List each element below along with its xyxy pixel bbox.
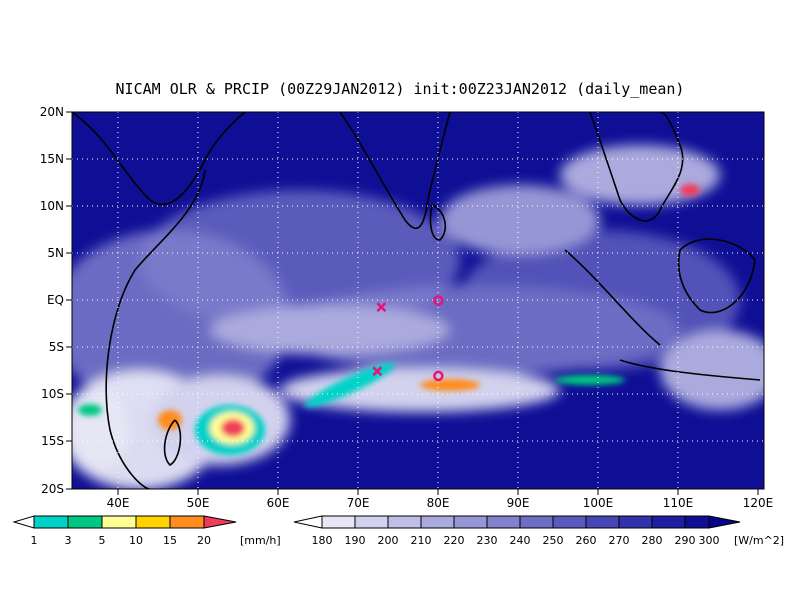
olr-tick-label: 290 bbox=[675, 534, 696, 547]
lon-label: 60E bbox=[267, 496, 290, 510]
olr-tick-label: 180 bbox=[312, 534, 333, 547]
olr-swatch bbox=[519, 515, 554, 529]
precip-swatch bbox=[67, 515, 103, 529]
olr-swatch bbox=[618, 515, 653, 529]
markers bbox=[372, 295, 444, 382]
olr-tick-label: 280 bbox=[642, 534, 663, 547]
coastlines bbox=[72, 112, 761, 489]
olr-swatch bbox=[321, 515, 356, 529]
olr-tick-label: 190 bbox=[345, 534, 366, 547]
precip-colorbar: 1 3 5 10 15 20 [mm/h] bbox=[12, 515, 281, 547]
lon-label: 90E bbox=[507, 496, 530, 510]
olr-colorbar-low-arrow bbox=[293, 515, 323, 529]
olr-swatch bbox=[453, 515, 488, 529]
map-title: NICAM OLR & PRCIP (00Z29JAN2012) init:00… bbox=[116, 80, 685, 98]
olr-swatch bbox=[651, 515, 686, 529]
olr-swatch bbox=[684, 515, 710, 529]
grid bbox=[72, 112, 764, 489]
cross-marker bbox=[376, 302, 387, 312]
olr-swatch bbox=[387, 515, 422, 529]
olr-swatch bbox=[420, 515, 455, 529]
lat-label: 15S bbox=[41, 434, 64, 448]
precip-tick-label: 10 bbox=[129, 534, 143, 547]
lon-label: 110E bbox=[663, 496, 694, 510]
olr-tick-label: 240 bbox=[510, 534, 531, 547]
lat-label: 20N bbox=[40, 105, 64, 119]
precip-swatch bbox=[33, 515, 69, 529]
lon-label: 50E bbox=[187, 496, 210, 510]
precip-swatch bbox=[135, 515, 171, 529]
lat-label: 20S bbox=[41, 482, 64, 496]
olr-swatch bbox=[585, 515, 620, 529]
map-area bbox=[72, 112, 764, 489]
precip-unit: [mm/h] bbox=[240, 534, 281, 547]
precip-colorbar-high-arrow bbox=[203, 515, 237, 529]
precip-tick-label: 3 bbox=[65, 534, 72, 547]
lon-label: 70E bbox=[347, 496, 370, 510]
olr-tick-label: 300 bbox=[699, 534, 720, 547]
lat-ticks bbox=[66, 111, 72, 490]
lon-label: 80E bbox=[427, 496, 450, 510]
cross-marker bbox=[372, 366, 383, 377]
lat-axis: 20N 15N 10N 5N EQ 5S 10S 15S 20S bbox=[40, 105, 72, 496]
precip-tick-label: 15 bbox=[163, 534, 177, 547]
lat-label: 10S bbox=[41, 387, 64, 401]
olr-colorbar-high-arrow bbox=[708, 515, 741, 529]
olr-unit: [W/m^2] bbox=[734, 534, 784, 547]
lon-ticks bbox=[117, 489, 759, 495]
olr-tick-label: 270 bbox=[609, 534, 630, 547]
olr-colorbar: 180 190 200 210 220 230 240 250 260 270 … bbox=[293, 515, 784, 547]
olr-tick-label: 200 bbox=[378, 534, 399, 547]
olr-swatch bbox=[552, 515, 587, 529]
lon-label: 120E bbox=[743, 496, 774, 510]
lon-label: 40E bbox=[107, 496, 130, 510]
olr-tick-label: 220 bbox=[444, 534, 465, 547]
olr-tick-label: 260 bbox=[576, 534, 597, 547]
circle-marker bbox=[433, 295, 444, 306]
circle-marker bbox=[433, 370, 444, 382]
precip-field bbox=[78, 184, 700, 455]
precip-swatch bbox=[169, 515, 205, 529]
precip-tick-label: 20 bbox=[197, 534, 211, 547]
olr-swatch bbox=[354, 515, 389, 529]
lat-label: 10N bbox=[40, 199, 64, 213]
precip-tick-label: 5 bbox=[99, 534, 106, 547]
lon-axis: 40E 50E 60E 70E 80E 90E 100E 110E 120E bbox=[107, 489, 774, 510]
olr-tick-label: 250 bbox=[543, 534, 564, 547]
lat-label: EQ bbox=[47, 293, 64, 307]
lat-label: 5N bbox=[47, 246, 64, 260]
precip-colorbar-low-arrow bbox=[12, 515, 35, 529]
olr-tick-label: 230 bbox=[477, 534, 498, 547]
lat-label: 5S bbox=[49, 340, 64, 354]
olr-swatch bbox=[486, 515, 521, 529]
olr-tick-label: 210 bbox=[411, 534, 432, 547]
precip-tick-label: 1 bbox=[31, 534, 38, 547]
lon-label: 100E bbox=[583, 496, 614, 510]
precip-swatch bbox=[101, 515, 137, 529]
lat-label: 15N bbox=[40, 152, 64, 166]
